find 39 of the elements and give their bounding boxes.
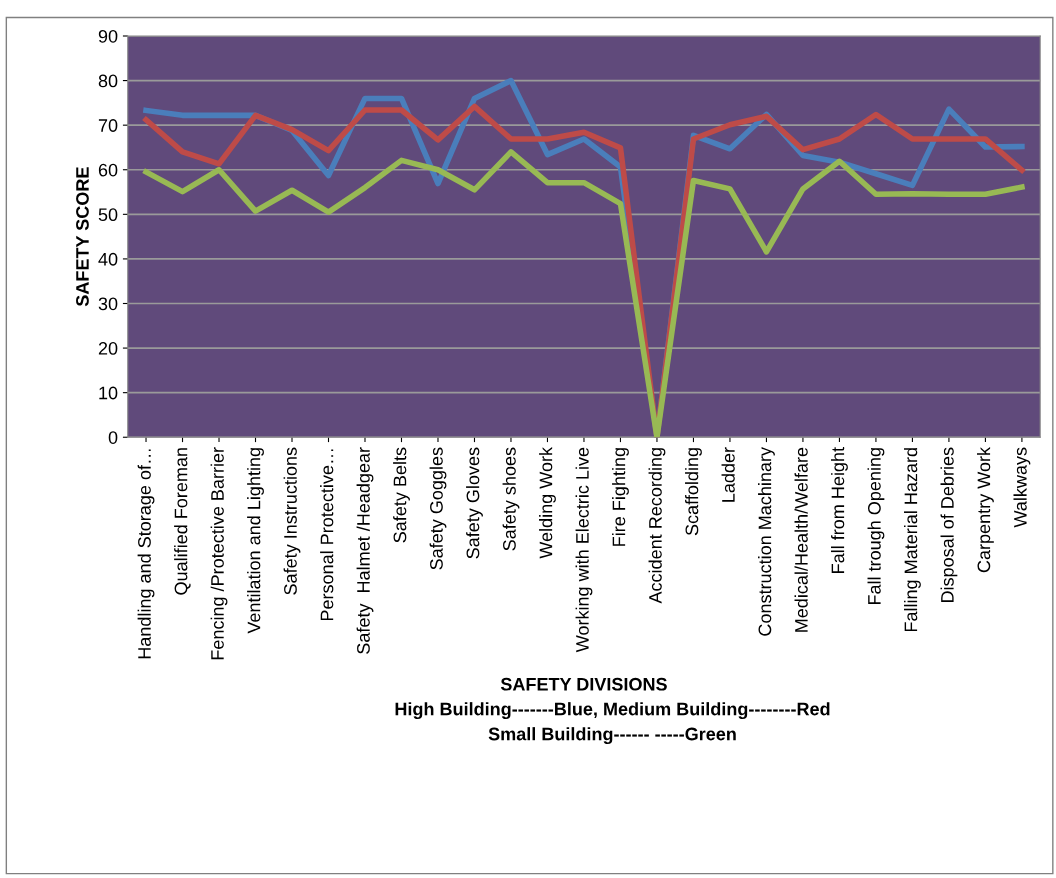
x-tick-label: Scaffolding	[685, 448, 702, 536]
x-axis-title: SAFETY DIVISIONS	[500, 677, 667, 691]
x-tick-label: Fencing /Protective Barrier	[210, 447, 228, 660]
y-tick-label: 0	[108, 431, 118, 444]
y-tick-label: 60	[98, 163, 118, 177]
x-tick-label: Qualified Foreman	[174, 448, 191, 595]
y-tick-label: 70	[98, 119, 118, 132]
text: High Building-------Blue, Medium Building--------Red	[395, 702, 830, 720]
y-tick-label: 90	[98, 29, 118, 43]
x-tick-label: Safety Goggles	[429, 447, 447, 570]
text: Small Building------ -----Green	[488, 727, 736, 745]
x-tick-label: Personal Protective…	[320, 449, 334, 621]
x-tick-label: Accident Recording	[648, 448, 666, 604]
y-tick-label: 40	[98, 252, 118, 266]
x-tick-label: Construction Machinary	[758, 446, 775, 636]
x-tick-label: Fall from Height	[831, 447, 848, 573]
x-tick-label: Fire Fighting	[612, 448, 629, 546]
x-tick-label: Disposal of Debries	[940, 447, 958, 603]
x-tick-label: Safety shoes	[502, 447, 520, 551]
y-axis-title: SAFETY SCORE	[76, 167, 89, 307]
x-tick-label: Falling Material Hazard	[904, 448, 921, 632]
x-tick-label: Safety Belts	[393, 447, 410, 543]
x-tick-label: Carpentry Work	[977, 446, 994, 573]
x-tick-label: Walkways	[1013, 447, 1031, 528]
x-tick-label: Safety Instructions	[283, 447, 301, 595]
y-tick-label: 20	[98, 342, 118, 355]
y-tick-label: 80	[98, 74, 118, 88]
x-tick-label: Welding Work	[539, 446, 556, 559]
x-tick-label: Safety Halmet /Headgear	[356, 447, 374, 654]
x-tick-label: Medical/Health/Welfare	[794, 447, 808, 632]
y-tick-label: 30	[98, 297, 118, 311]
x-tick-label: Working with Electric Live	[575, 447, 593, 653]
y-tick-label: 50	[98, 208, 118, 222]
x-tick-label: Handling and Storage of…	[137, 449, 155, 659]
x-tick-label: Ladder	[721, 447, 735, 502]
x-tick-label: Ventilation and Lighting	[247, 448, 264, 634]
x-tick-label: Fall trough Opening	[867, 448, 885, 605]
x-tick-label: Safety Gloves	[466, 447, 483, 559]
y-tick-label: 10	[99, 386, 118, 400]
